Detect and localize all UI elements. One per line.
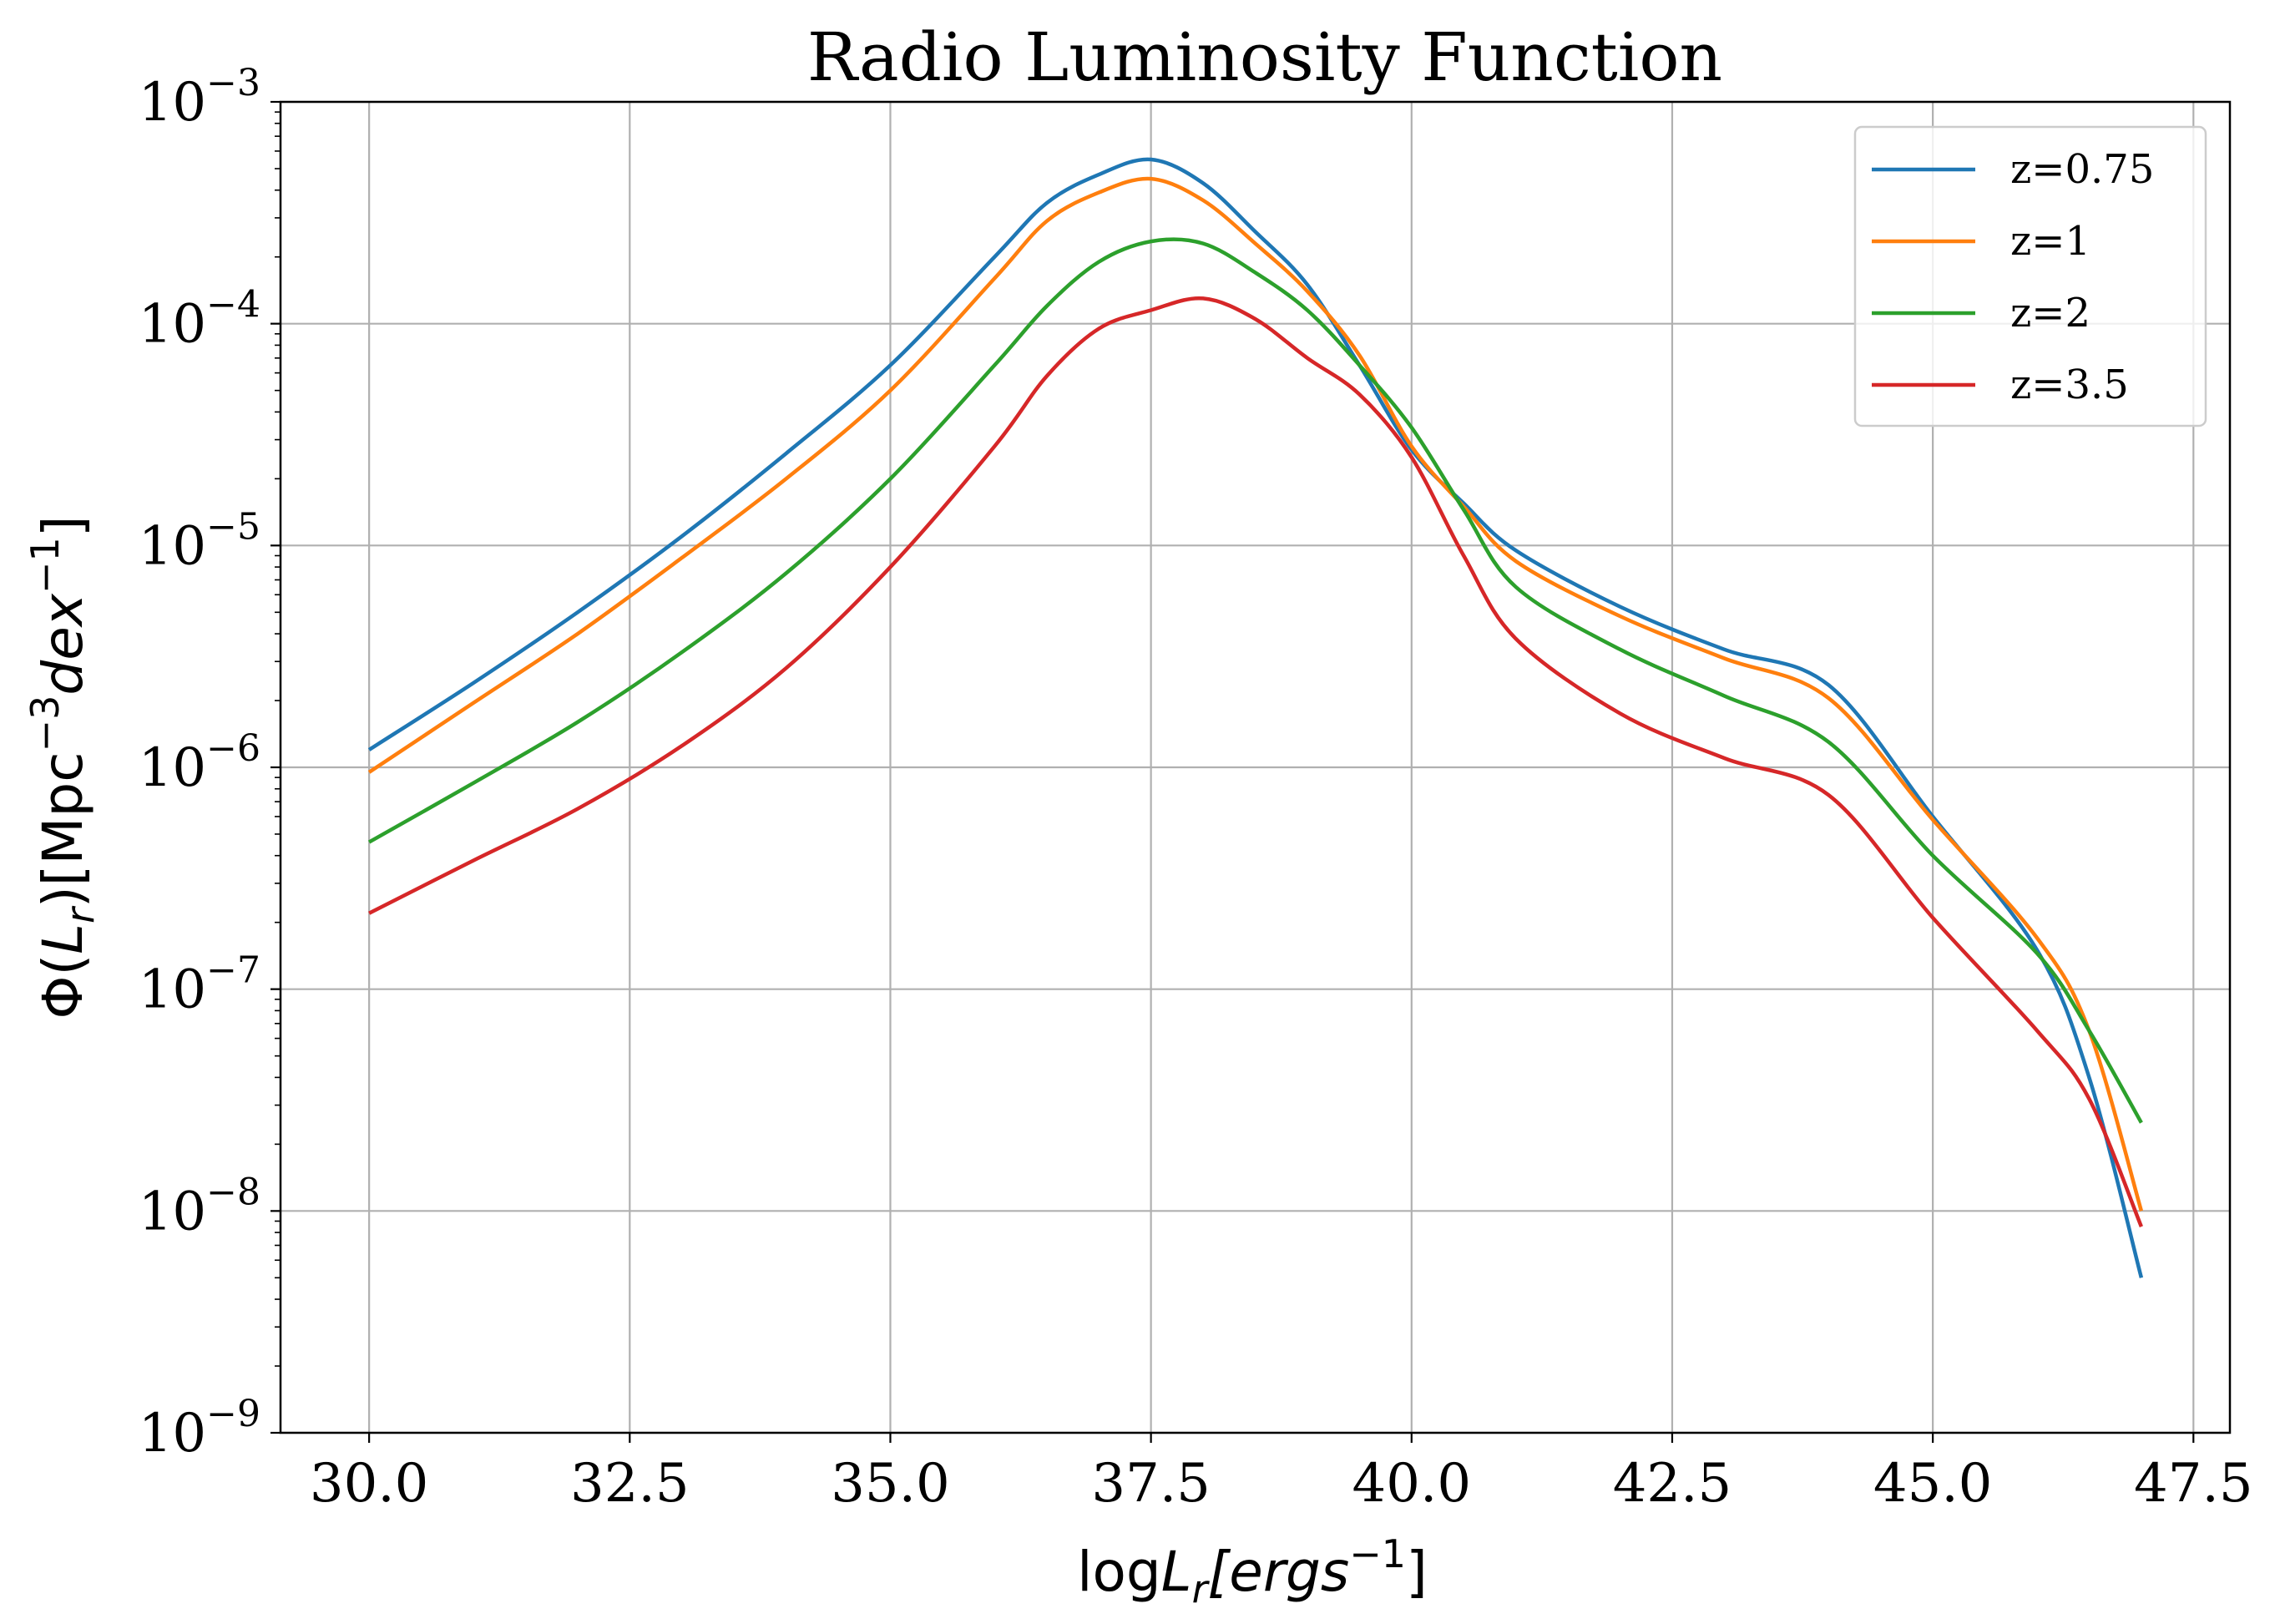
x-tick-label: 32.5 (570, 1453, 690, 1515)
series-lines (367, 157, 2144, 1278)
y-axis-label-phi: Φ( (31, 954, 95, 1019)
y-tick-label: 10−8 (139, 1171, 260, 1242)
x-tick-label: 37.5 (1091, 1453, 1211, 1515)
series-line-z=1 (367, 176, 2144, 1212)
y-axis-label-exp2: −1 (23, 537, 68, 594)
y-tick-label: 10−9 (139, 1393, 260, 1465)
y-tick-label: 10−6 (139, 727, 260, 799)
x-axis-label-sub: r (1192, 1566, 1211, 1611)
series-line-z=3.5 (368, 296, 2143, 1227)
x-axis-label: logLr[ergs−1] (1077, 1531, 1428, 1611)
major-ticks (270, 100, 2195, 1443)
y-axis-label-exp1: −3 (23, 696, 68, 752)
y-tick-label: 10−4 (139, 284, 260, 356)
y-axis-label: Φ(Lr)[Mpc−3dex−1] (23, 516, 103, 1019)
legend-label: z=3.5 (2010, 362, 2129, 408)
y-axis-label-dex: dex (31, 593, 95, 696)
x-tick-label: 30.0 (310, 1453, 429, 1515)
chart-title: Radio Luminosity Function (807, 18, 1722, 96)
y-axis-label-close: ] (31, 516, 95, 538)
legend-label: z=0.75 (2010, 146, 2154, 193)
legend-label: z=1 (2010, 218, 2090, 265)
x-tick-label: 45.0 (1873, 1453, 1993, 1515)
y-axis-label-mid: )[Mpc (31, 751, 95, 908)
x-tick-labels: 30.0 32.5 35.0 37.5 40.0 42.5 45.0 47.5 (310, 1453, 2253, 1515)
x-axis-label-exp: −1 (1349, 1531, 1406, 1576)
y-axis-label-sub: r (58, 905, 103, 923)
x-axis-label-var: L (1161, 1540, 1192, 1604)
x-tick-label: 47.5 (2134, 1453, 2253, 1515)
y-tick-label: 10−7 (139, 949, 260, 1021)
x-tick-label: 40.0 (1352, 1453, 1472, 1515)
legend-box (1853, 125, 2207, 428)
legend-label: z=2 (2010, 290, 2090, 336)
x-tick-label: 35.0 (831, 1453, 950, 1515)
series-line-z=0.75 (367, 157, 2144, 1278)
series-line-z=2 (367, 237, 2143, 1124)
y-tick-label: 10−5 (139, 505, 260, 577)
legend: z=0.75 z=1 z=2 z=3.5 (1853, 125, 2207, 428)
x-axis-label-close: ] (1406, 1540, 1428, 1604)
y-tick-labels: 10−9 10−8 10−7 10−6 10−5 10−4 10−3 (139, 62, 260, 1465)
plot-frame (279, 100, 2232, 1434)
x-axis-label-prefix: log (1077, 1540, 1161, 1604)
x-tick-label: 42.5 (1613, 1453, 1732, 1515)
x-axis-label-unit: [ergs (1207, 1540, 1349, 1604)
y-tick-label: 10−3 (139, 62, 260, 134)
y-axis-label-var: L (31, 923, 95, 954)
